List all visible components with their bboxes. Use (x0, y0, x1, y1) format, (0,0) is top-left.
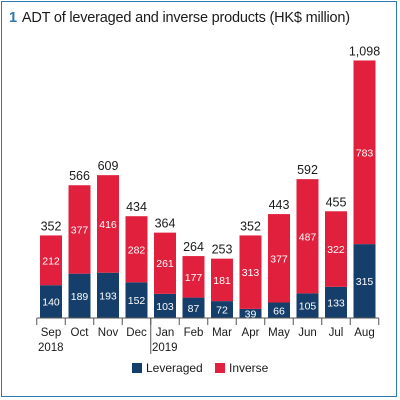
chart-number: 1 (9, 10, 17, 26)
data-label-leveraged: 133 (327, 297, 345, 309)
data-label-leveraged: 66 (273, 305, 285, 317)
tick-label-jul: Jul (329, 327, 344, 339)
tick-label-jan: Jan (156, 327, 175, 339)
tick-label-sep: Sep (41, 327, 61, 339)
bar-inverse-dec (125, 216, 148, 283)
tick-label-aug: Aug (354, 327, 374, 339)
bar-inverse-feb (182, 256, 205, 298)
data-label-total: 352 (240, 219, 261, 233)
bar-inverse-aug (353, 60, 376, 245)
data-label-inverse: 322 (327, 244, 345, 256)
bar-leveraged-aug (353, 244, 376, 318)
data-label-inverse: 377 (71, 224, 89, 236)
data-label-leveraged: 87 (188, 303, 200, 315)
bar-inverse-jun (296, 179, 319, 294)
legend-swatch-leveraged (132, 363, 142, 373)
data-label-total: 609 (98, 159, 119, 173)
tick-label-mar: Mar (212, 327, 232, 339)
bar-inverse-may (268, 214, 290, 303)
chart-title-text: ADT of leveraged and inverse products (H… (21, 10, 350, 26)
tick-label-nov: Nov (98, 327, 119, 339)
bar-leveraged-nov (97, 272, 119, 318)
tick-label-oct: Oct (71, 327, 90, 339)
bar-leveraged-sep (40, 285, 62, 318)
bar-leveraged-feb (182, 297, 205, 318)
data-label-total: 352 (41, 219, 62, 233)
tick-label-feb: Feb (184, 327, 204, 339)
data-label-inverse: 783 (356, 147, 374, 159)
data-label-leveraged: 152 (128, 295, 146, 307)
data-label-inverse: 416 (99, 219, 117, 231)
data-label-total: 443 (269, 198, 290, 212)
data-label-total: 364 (155, 217, 176, 231)
data-label-leveraged: 39 (245, 308, 257, 320)
bar-leveraged-jun (296, 293, 319, 318)
bar-inverse-nov (97, 175, 119, 273)
data-label-total: 566 (69, 169, 90, 183)
data-label-total: 592 (297, 163, 318, 177)
data-label-inverse: 261 (156, 258, 174, 270)
data-label-leveraged: 315 (356, 276, 374, 288)
legend-label-leveraged: Leveraged (146, 361, 203, 375)
data-label-inverse: 282 (128, 244, 146, 256)
data-label-total: 264 (183, 240, 204, 254)
bar-inverse-oct (68, 185, 91, 274)
data-label-inverse: 377 (270, 253, 288, 265)
legend-swatch-inverse (215, 363, 225, 373)
bar-leveraged-dec (125, 282, 148, 318)
data-label-inverse: 212 (42, 255, 60, 267)
data-label-total: 455 (326, 195, 347, 209)
chart-title: 1 ADT of leveraged and inverse products (… (9, 10, 350, 26)
tick-label-dec: Dec (126, 327, 147, 339)
data-label-leveraged: 189 (71, 291, 89, 303)
tick-label-jun: Jun (298, 327, 317, 339)
data-label-total: 253 (212, 243, 233, 257)
data-label-inverse: 177 (185, 272, 203, 284)
data-label-leveraged: 193 (99, 290, 117, 302)
tick-label-may: May (268, 327, 290, 339)
data-label-total: 1,098 (349, 44, 380, 58)
data-label-inverse: 487 (299, 231, 317, 243)
legend-label-inverse: Inverse (229, 361, 269, 375)
bar-leveraged-mar (211, 301, 233, 318)
data-label-leveraged: 105 (299, 301, 317, 313)
bar-leveraged-jan (154, 293, 176, 318)
bar-inverse-jan (154, 232, 176, 294)
data-label-leveraged: 72 (216, 305, 228, 317)
data-label-inverse: 181 (213, 275, 231, 287)
bar-inverse-apr (239, 235, 262, 309)
bar-leveraged-jul (325, 286, 347, 318)
year-label-2019: 2019 (152, 342, 178, 354)
tick-label-apr: Apr (242, 327, 260, 339)
data-label-leveraged: 103 (156, 301, 174, 313)
bar-leveraged-apr (239, 308, 262, 318)
bar-inverse-sep (40, 235, 62, 286)
data-label-total: 434 (126, 200, 147, 214)
data-label-inverse: 313 (242, 267, 260, 279)
bar-leveraged-may (268, 302, 290, 318)
bar-inverse-mar (211, 258, 233, 302)
bar-leveraged-oct (68, 273, 91, 318)
bar-inverse-jul (325, 211, 347, 287)
year-label-2018: 2018 (38, 342, 64, 354)
data-label-leveraged: 140 (42, 297, 60, 309)
